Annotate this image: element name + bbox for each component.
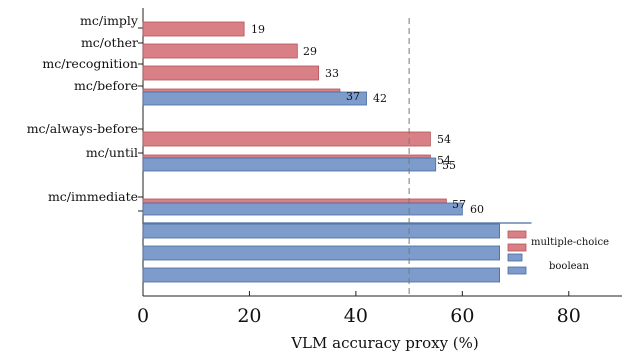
category-label: mc/recognition: [42, 56, 138, 71]
bar-value-label: 42: [373, 92, 387, 105]
x-tick-label: 80: [557, 305, 581, 327]
category-label: mc/always-before: [27, 121, 138, 136]
legend-label: multiple-choice: [531, 237, 609, 248]
legend-swatch-boolean: [507, 266, 527, 275]
x-tick-label: 60: [450, 305, 474, 327]
x-tick-label: 0: [137, 305, 149, 327]
legend-swatch-boolean: [507, 253, 523, 262]
bar-boolean: [142, 223, 500, 239]
category-label: mc/until: [86, 145, 138, 160]
bar-value-label: 29: [303, 45, 317, 58]
bar-value-label: 54: [437, 133, 451, 146]
bar-multiple-choice: [142, 198, 447, 204]
category-label: mc/immediate: [48, 189, 138, 204]
x-axis-title: VLM accuracy proxy (%): [290, 334, 479, 352]
bar-value-label: 37: [346, 90, 360, 103]
bar-value-label: 57: [452, 198, 466, 211]
category-label: mc/before: [74, 78, 138, 93]
x-tick-label: 20: [237, 305, 261, 327]
category-label: mc/imply: [80, 13, 139, 28]
bar-multiple-choice: [142, 88, 341, 93]
bar-multiple-choice: [142, 65, 320, 81]
bar-value-label: 55: [442, 159, 456, 172]
bar-value-label: 54: [437, 154, 451, 167]
bar-value-label: 19: [251, 23, 265, 36]
legend-swatch-multiple-choice: [507, 230, 527, 239]
bar-boolean: [142, 202, 463, 216]
bar-boolean: [142, 157, 437, 172]
bar-boolean: [142, 91, 367, 106]
x-tick-label: 40: [344, 305, 368, 327]
bar-multiple-choice: [142, 21, 245, 37]
bar-value-label: 60: [470, 203, 484, 216]
bar-multiple-choice: [142, 154, 431, 159]
bar-boolean: [142, 245, 500, 261]
bar-value-label: 33: [325, 67, 339, 80]
bar-boolean: [142, 267, 500, 283]
bar-multiple-choice: [142, 43, 298, 59]
category-label: mc/other: [81, 35, 138, 50]
bar-multiple-choice: [142, 131, 431, 147]
legend-label: boolean: [549, 261, 590, 272]
legend-swatch-multiple-choice: [507, 243, 527, 252]
